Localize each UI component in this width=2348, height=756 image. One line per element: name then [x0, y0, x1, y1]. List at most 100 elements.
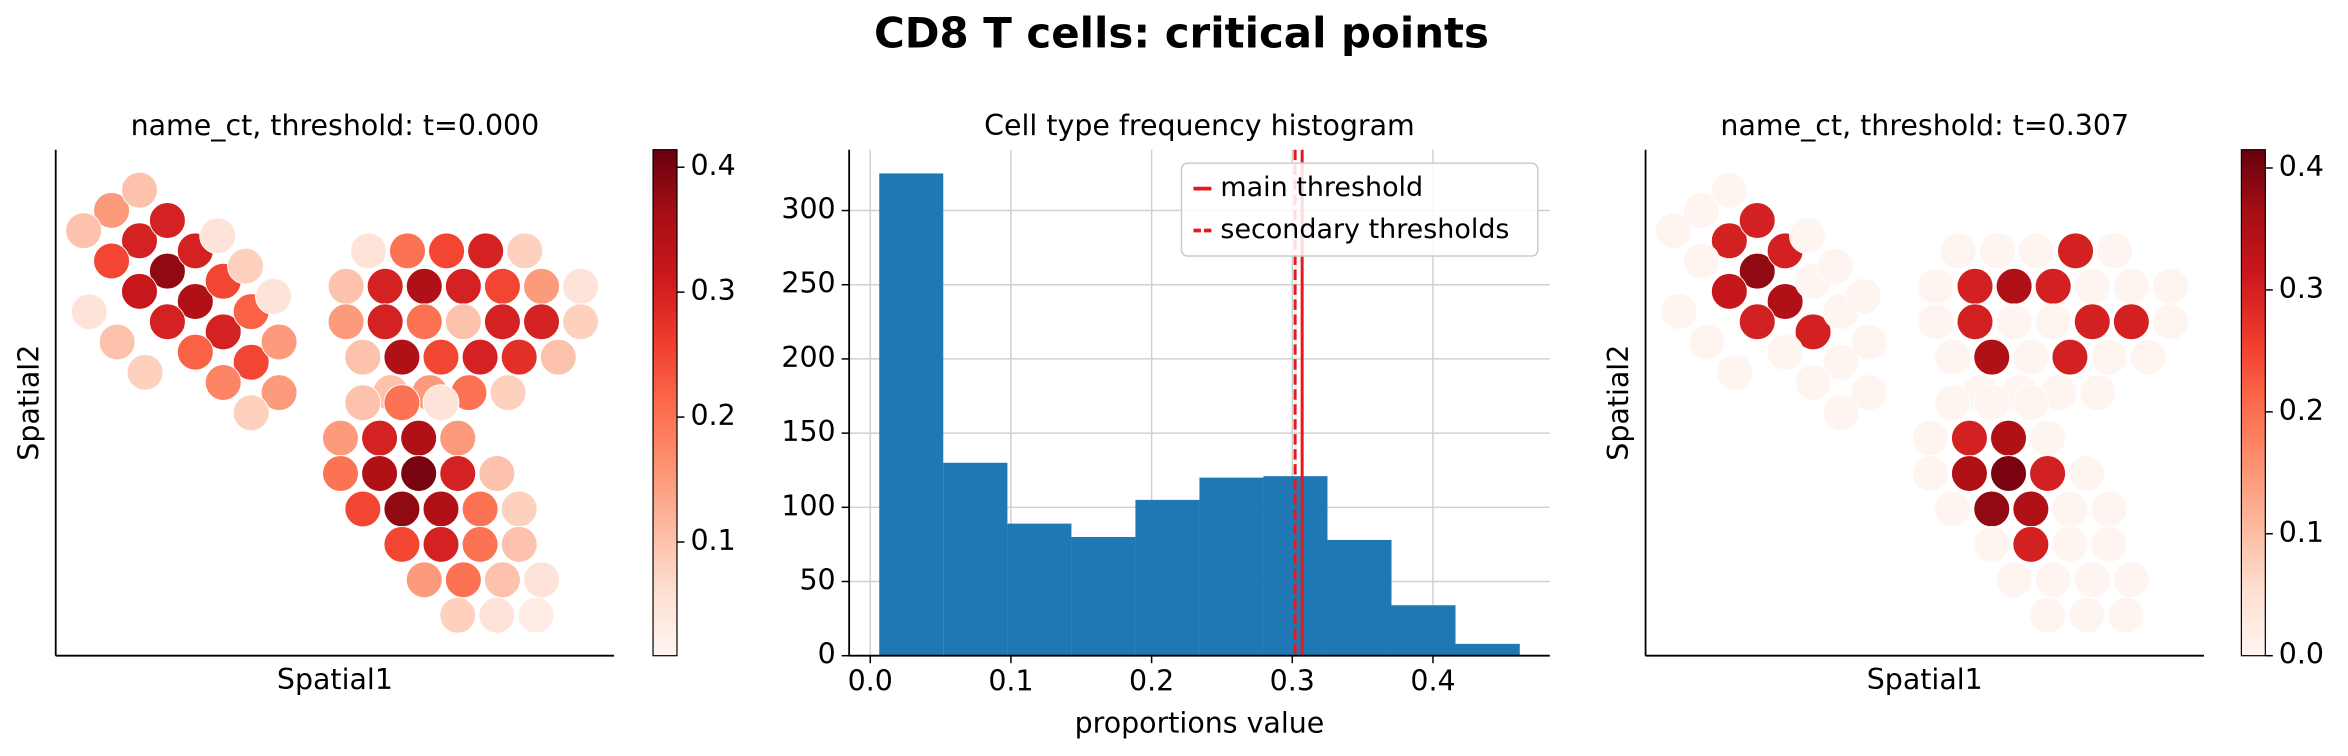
- colorbar-tick-label: 0.3: [2279, 272, 2324, 305]
- spot: [121, 272, 158, 310]
- spot: [500, 490, 538, 528]
- spot: [1710, 222, 1748, 260]
- spot: [2090, 525, 2128, 563]
- spot: [98, 323, 136, 361]
- colorbar-tick-label: 0.0: [2279, 638, 2324, 671]
- spot: [444, 267, 482, 305]
- x-axis-label: Spatial1: [1867, 663, 1983, 696]
- spot: [523, 267, 560, 305]
- spot: [1934, 338, 1972, 376]
- spot: [227, 247, 264, 285]
- spot: [93, 192, 130, 229]
- spot: [2073, 267, 2111, 305]
- spot: [1822, 343, 1860, 381]
- spot: [2029, 419, 2067, 457]
- spot: [517, 596, 555, 634]
- spot: [148, 252, 186, 290]
- x-tick-label: 0.3: [1270, 665, 1315, 698]
- spot: [405, 303, 443, 341]
- spot: [121, 222, 158, 260]
- y-axis-label: Spatial2: [12, 345, 45, 461]
- spot: [1682, 242, 1720, 280]
- spot: [2012, 490, 2050, 528]
- spot: [422, 490, 460, 528]
- spot: [1844, 278, 1882, 315]
- spot: [2051, 490, 2089, 528]
- spot: [344, 384, 382, 422]
- panel-title: name_ct, threshold: t=0.307: [1720, 109, 2129, 142]
- y-tick-label: 150: [781, 415, 835, 448]
- spot: [383, 490, 421, 528]
- bar: [1199, 477, 1264, 656]
- spot: [383, 384, 421, 422]
- spot: [461, 525, 499, 563]
- panel-title: Cell type frequency histogram: [984, 109, 1415, 142]
- spot: [1817, 247, 1854, 285]
- y-tick-label: 50: [799, 564, 835, 597]
- spot: [562, 267, 600, 305]
- spot: [422, 338, 460, 376]
- x-tick-label: 0.2: [1129, 665, 1174, 698]
- spot: [366, 303, 404, 341]
- colorbar: [2240, 149, 2266, 657]
- spot: [500, 338, 538, 376]
- spot: [484, 561, 521, 599]
- spot: [2057, 232, 2094, 270]
- spot: [148, 303, 186, 341]
- spot: [562, 303, 600, 341]
- spot: [65, 212, 103, 250]
- spot: [232, 343, 270, 381]
- spot: [1973, 490, 2011, 528]
- spot: [204, 313, 242, 351]
- y-tick-label: 0: [818, 638, 836, 671]
- spot: [350, 232, 387, 270]
- spot: [2112, 303, 2150, 341]
- spot: [2112, 561, 2150, 599]
- bar: [1007, 523, 1072, 656]
- spot: [1850, 323, 1888, 361]
- spot: [500, 525, 538, 563]
- spot: [523, 303, 560, 341]
- spot: [539, 338, 577, 376]
- bar: [1455, 643, 1520, 656]
- spot: [2090, 490, 2128, 528]
- spot: [148, 202, 186, 239]
- spot: [1766, 283, 1804, 320]
- spot: [461, 338, 499, 376]
- spot: [1990, 419, 2027, 457]
- spot: [1655, 212, 1692, 250]
- spot: [1978, 232, 2016, 270]
- spot: [176, 333, 214, 371]
- spot: [361, 419, 398, 457]
- spot: [260, 374, 298, 411]
- spot: [478, 455, 516, 492]
- spot: [322, 419, 359, 457]
- spot: [2051, 525, 2089, 563]
- colorbar-tick-label: 0.3: [690, 274, 735, 307]
- spot: [199, 217, 237, 255]
- spot: [2051, 338, 2089, 376]
- spot: [93, 242, 130, 280]
- spot: [2012, 384, 2050, 422]
- spot: [2073, 303, 2111, 341]
- spot: [1850, 374, 1888, 411]
- spot: [1822, 394, 1860, 432]
- spot: [2012, 338, 2050, 376]
- spot: [1995, 561, 2033, 599]
- spot: [1794, 364, 1832, 401]
- bar: [1327, 539, 1392, 656]
- spot: [344, 338, 382, 376]
- spot: [2012, 525, 2050, 563]
- colorbar-tick-label: 0.1: [2279, 516, 2324, 549]
- spot: [327, 303, 365, 341]
- spot: [1956, 303, 1994, 341]
- colorbar-tick-label: 0.4: [690, 149, 735, 182]
- spot: [400, 419, 438, 457]
- x-axis-label: Spatial1: [277, 663, 393, 696]
- y-tick-label: 300: [781, 193, 835, 226]
- spot: [523, 561, 560, 599]
- spot: [327, 267, 365, 305]
- spot: [389, 232, 426, 270]
- spot: [1973, 338, 2011, 376]
- spot: [467, 232, 505, 270]
